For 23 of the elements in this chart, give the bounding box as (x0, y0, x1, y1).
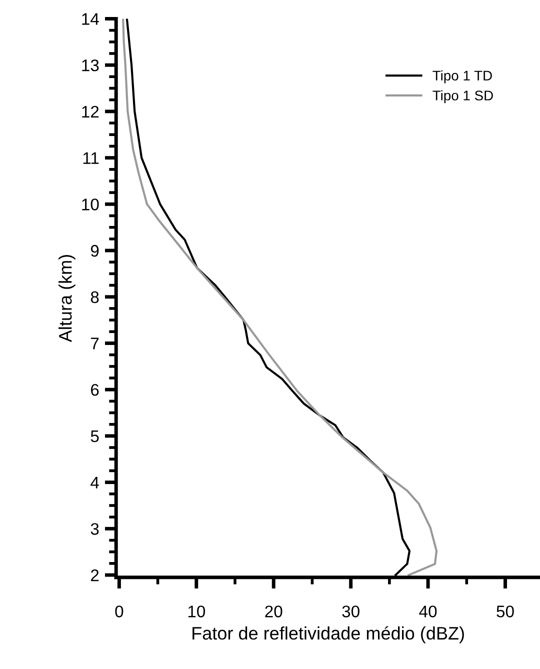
y-tick-label: 14 (82, 13, 99, 25)
x-tick-label: 0 (115, 606, 124, 618)
x-tick-label: 10 (188, 606, 206, 618)
y-tick-label: 9 (90, 244, 99, 257)
y-tick-label: 3 (90, 523, 99, 535)
y-tick-label: 10 (82, 198, 99, 210)
y-tick-label: 12 (82, 106, 99, 118)
x-tick-label: 30 (342, 606, 360, 618)
y-axis-title: Altura (km) (58, 255, 76, 342)
x-tick-label: 40 (419, 606, 437, 618)
legend-label: Tipo 1 TD (432, 70, 492, 84)
y-tick-label: 8 (90, 291, 99, 304)
y-tick-label: 13 (82, 59, 99, 72)
y-tick-label: 4 (90, 476, 99, 488)
y-tick-label: 2 (91, 569, 99, 582)
legend-label: Tipo 1 SD (432, 90, 493, 104)
y-tick-label: 11 (83, 152, 99, 164)
x-axis-title: Fator de refletividade médio (dBZ) (192, 626, 464, 644)
y-tick-label: 6 (91, 384, 99, 396)
x-tick-label: 20 (265, 606, 282, 618)
y-tick-label: 5 (90, 430, 99, 442)
x-tick-label: 50 (496, 606, 514, 618)
y-tick-label: 7 (91, 338, 99, 350)
